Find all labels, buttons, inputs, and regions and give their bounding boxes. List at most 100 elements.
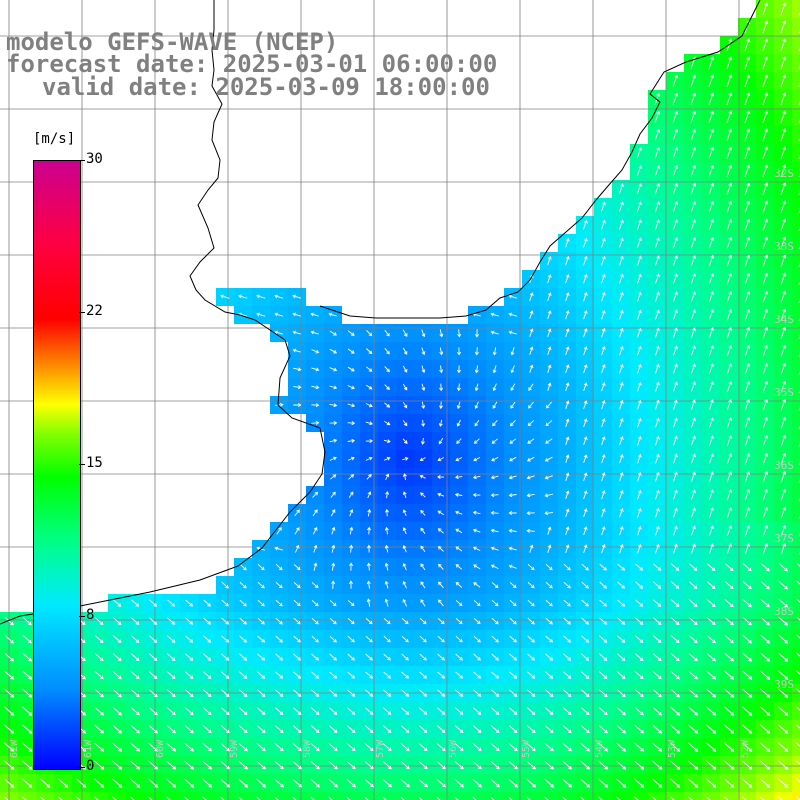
wind-arrow <box>619 363 624 374</box>
colorbar-label: 8 <box>86 607 95 623</box>
wind-arrow <box>547 382 552 391</box>
wind-arrow <box>472 778 482 788</box>
wind-arrow <box>94 617 104 625</box>
wind-speed-cell <box>792 522 800 540</box>
wind-arrow <box>421 365 426 374</box>
wind-speed-cell <box>792 252 800 270</box>
wind-arrow <box>688 724 699 734</box>
wind-arrow <box>742 598 752 608</box>
wind-arrow <box>744 92 751 106</box>
wind-arrow <box>654 164 660 177</box>
wind-arrow <box>724 616 734 626</box>
wind-arrow <box>760 688 771 698</box>
wind-arrow <box>636 327 642 338</box>
wind-speed-cell <box>792 558 800 576</box>
wind-arrow <box>401 689 410 697</box>
wind-arrow <box>329 600 337 607</box>
wind-arrow <box>688 652 698 662</box>
wind-arrow <box>455 457 463 462</box>
wind-arrow <box>491 457 499 462</box>
wind-speed-cell <box>792 612 800 630</box>
wind-arrow <box>293 671 302 679</box>
wind-arrow <box>349 544 354 553</box>
wind-arrow <box>366 562 371 571</box>
wind-arrow <box>636 255 642 266</box>
wind-speed-cell <box>108 792 126 800</box>
wind-arrow <box>203 653 212 661</box>
wind-arrow <box>762 146 769 160</box>
wind-arrow <box>762 200 769 213</box>
wind-arrow <box>420 545 426 553</box>
wind-arrow <box>634 796 639 800</box>
wind-arrow <box>618 291 624 302</box>
wind-arrow <box>364 743 374 752</box>
wind-arrow <box>474 419 480 427</box>
wind-arrow <box>583 382 588 392</box>
wind-arrow <box>384 526 389 535</box>
wind-arrow <box>672 200 678 213</box>
wind-arrow <box>346 760 356 770</box>
wind-arrow <box>565 526 570 536</box>
wind-arrow <box>420 492 426 498</box>
wind-arrow <box>762 2 769 16</box>
wind-arrow <box>562 742 572 752</box>
wind-arrow <box>491 653 499 661</box>
wind-arrow <box>455 653 463 661</box>
wind-arrow <box>148 760 159 770</box>
wind-arrow <box>203 617 212 625</box>
colorbar-units: [m/s] <box>33 131 76 147</box>
wind-arrow <box>690 291 696 303</box>
lat-label: 36S <box>774 459 794 472</box>
wind-speed-cell <box>792 108 800 126</box>
wind-arrow <box>527 671 536 679</box>
wind-arrow <box>654 435 660 446</box>
wind-arrow <box>402 473 407 481</box>
wind-arrow <box>384 402 391 408</box>
wind-arrow <box>490 760 500 770</box>
wind-arrow <box>184 706 194 716</box>
lon-label: 58W <box>302 739 313 758</box>
wind-arrow <box>708 200 715 213</box>
wind-arrow <box>509 582 517 589</box>
wind-arrow <box>167 635 176 643</box>
wind-arrow <box>708 363 714 375</box>
wind-arrow <box>473 438 480 444</box>
wind-arrow <box>601 490 606 500</box>
wind-arrow <box>544 760 554 770</box>
wind-speed-cell <box>792 180 800 198</box>
wind-arrow <box>239 581 247 589</box>
wind-arrow <box>276 527 282 535</box>
wind-arrow <box>437 510 445 516</box>
wind-arrow <box>421 383 426 392</box>
wind-arrow <box>526 511 535 516</box>
wind-arrow <box>581 653 590 661</box>
wind-arrow <box>598 742 608 752</box>
wind-arrow <box>672 92 679 105</box>
wind-arrow <box>637 471 642 482</box>
wind-arrow <box>148 778 159 788</box>
wind-arrow <box>365 707 374 715</box>
wind-arrow <box>310 742 320 752</box>
wind-arrow <box>652 670 662 680</box>
wind-arrow <box>456 383 461 392</box>
wind-arrow <box>490 796 495 800</box>
wind-arrow <box>184 724 194 734</box>
wind-arrow <box>724 706 735 716</box>
wind-arrow <box>527 438 535 444</box>
wind-speed-cell <box>792 594 800 612</box>
wind-arrow <box>256 760 266 770</box>
wind-arrow <box>760 616 770 626</box>
wind-arrow <box>455 546 463 552</box>
wind-arrow <box>780 56 787 70</box>
wind-speed-cell <box>630 792 648 800</box>
wind-arrow <box>328 312 337 317</box>
wind-arrow <box>672 345 678 356</box>
wind-arrow <box>688 634 698 644</box>
wind-arrow <box>384 384 390 391</box>
wind-arrow <box>490 475 499 480</box>
wind-arrow <box>762 542 768 555</box>
wind-arrow <box>708 164 715 177</box>
wind-arrow <box>563 581 571 589</box>
wind-arrow <box>637 399 642 410</box>
wind-arrow <box>760 706 771 716</box>
